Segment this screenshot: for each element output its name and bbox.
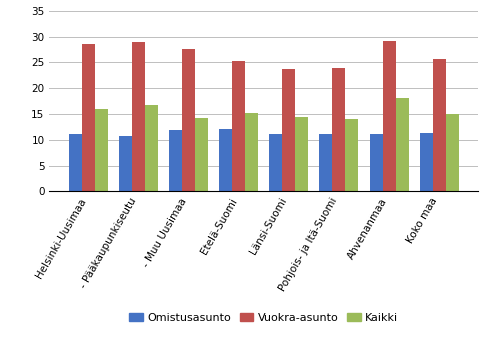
Bar (245, 113, 258, 191)
Bar (182, 49, 195, 191)
Bar (420, 132, 433, 191)
Bar (395, 98, 409, 191)
Bar (132, 42, 145, 191)
Bar (446, 114, 458, 191)
Bar (295, 117, 308, 191)
Bar (195, 118, 208, 191)
Bar (346, 119, 358, 191)
Bar (282, 69, 295, 191)
Bar (82, 44, 95, 191)
Bar (169, 130, 182, 191)
Bar (383, 41, 395, 191)
Bar (69, 134, 82, 191)
Bar (319, 134, 332, 191)
Bar (269, 134, 282, 191)
Bar (332, 68, 346, 191)
Bar (95, 109, 108, 191)
Bar (232, 61, 245, 191)
Bar (370, 134, 383, 191)
Bar (119, 136, 132, 191)
Legend: Omistusasunto, Vuokra-asunto, Kaikki: Omistusasunto, Vuokra-asunto, Kaikki (125, 309, 403, 328)
Bar (219, 129, 232, 191)
Bar (145, 105, 158, 191)
Bar (433, 59, 446, 191)
